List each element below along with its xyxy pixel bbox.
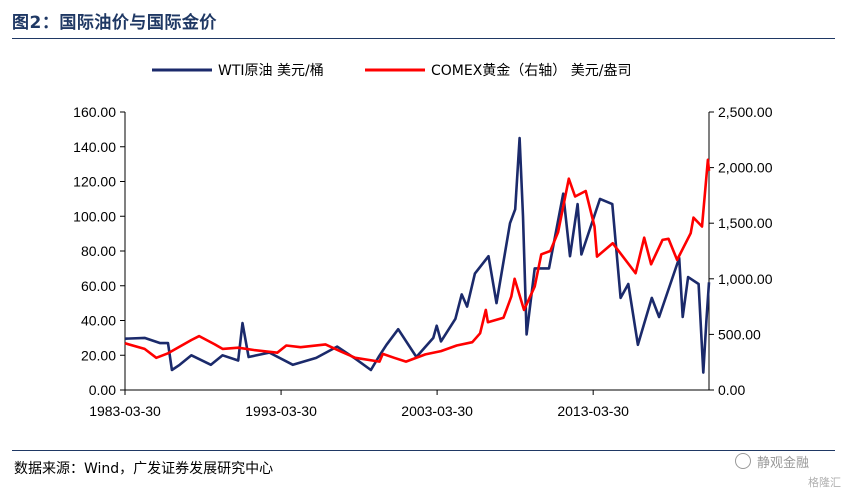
y-left-tick-label: 0.00 xyxy=(89,382,116,398)
y-right-tick-label: 1,000.00 xyxy=(718,271,773,287)
y-left-tick-label: 80.00 xyxy=(81,243,116,259)
footer-divider xyxy=(12,450,835,451)
chart-series xyxy=(124,136,711,374)
watermark: 静观金融 xyxy=(734,452,809,471)
y-left-tick-label: 160.00 xyxy=(73,104,116,120)
y-left-tick-label: 20.00 xyxy=(81,347,116,363)
wechat-icon xyxy=(734,453,751,469)
y-right-tick-label: 2,500.00 xyxy=(718,104,773,120)
chart-axes: 0.00 20.00 40.00 60.00 80.00 100.00 120.00 140.… xyxy=(73,104,773,419)
source-note: 数据来源：Wind，广发证券发展研究中心 xyxy=(14,461,274,477)
y-left-tick-label: 100.00 xyxy=(73,208,116,224)
y-right-tick-label: 500.00 xyxy=(718,326,761,342)
y-left-tick-label: 120.00 xyxy=(73,174,116,190)
chart-legend: WTI原油 美元/桶 COMEX黄金（右轴） 美元/盎司 xyxy=(152,62,631,79)
x-tick-label: 1983-03-30 xyxy=(89,403,161,419)
y-right-tick-label: 0.00 xyxy=(718,382,745,398)
y-right-tick-label: 1,500.00 xyxy=(718,215,773,231)
figure-title: 图2：国际油价与国际金价 xyxy=(12,13,217,33)
series-line-wti xyxy=(124,136,711,374)
chart-svg: WTI原油 美元/桶 COMEX黄金（右轴） 美元/盎司 0.00 20.00 40… xyxy=(73,62,773,419)
y-right-tick-label: 2,000.00 xyxy=(718,160,773,176)
x-tick-label: 1993-03-30 xyxy=(245,403,317,419)
watermark-text: 静观金融 xyxy=(756,456,809,471)
series-line-gold xyxy=(124,158,711,363)
title-divider xyxy=(12,38,835,39)
y-left-tick-label: 40.00 xyxy=(81,313,116,329)
legend-label-gold: COMEX黄金（右轴） 美元/盎司 xyxy=(431,62,631,79)
x-tick-label: 2013-03-30 xyxy=(557,403,629,419)
x-tick-label: 2003-03-30 xyxy=(401,403,473,419)
legend-label-wti: WTI原油 美元/桶 xyxy=(218,63,324,79)
watermark-sub: 格隆汇 xyxy=(808,476,841,489)
y-left-tick-label: 140.00 xyxy=(73,139,116,155)
y-left-tick-label: 60.00 xyxy=(81,278,116,294)
